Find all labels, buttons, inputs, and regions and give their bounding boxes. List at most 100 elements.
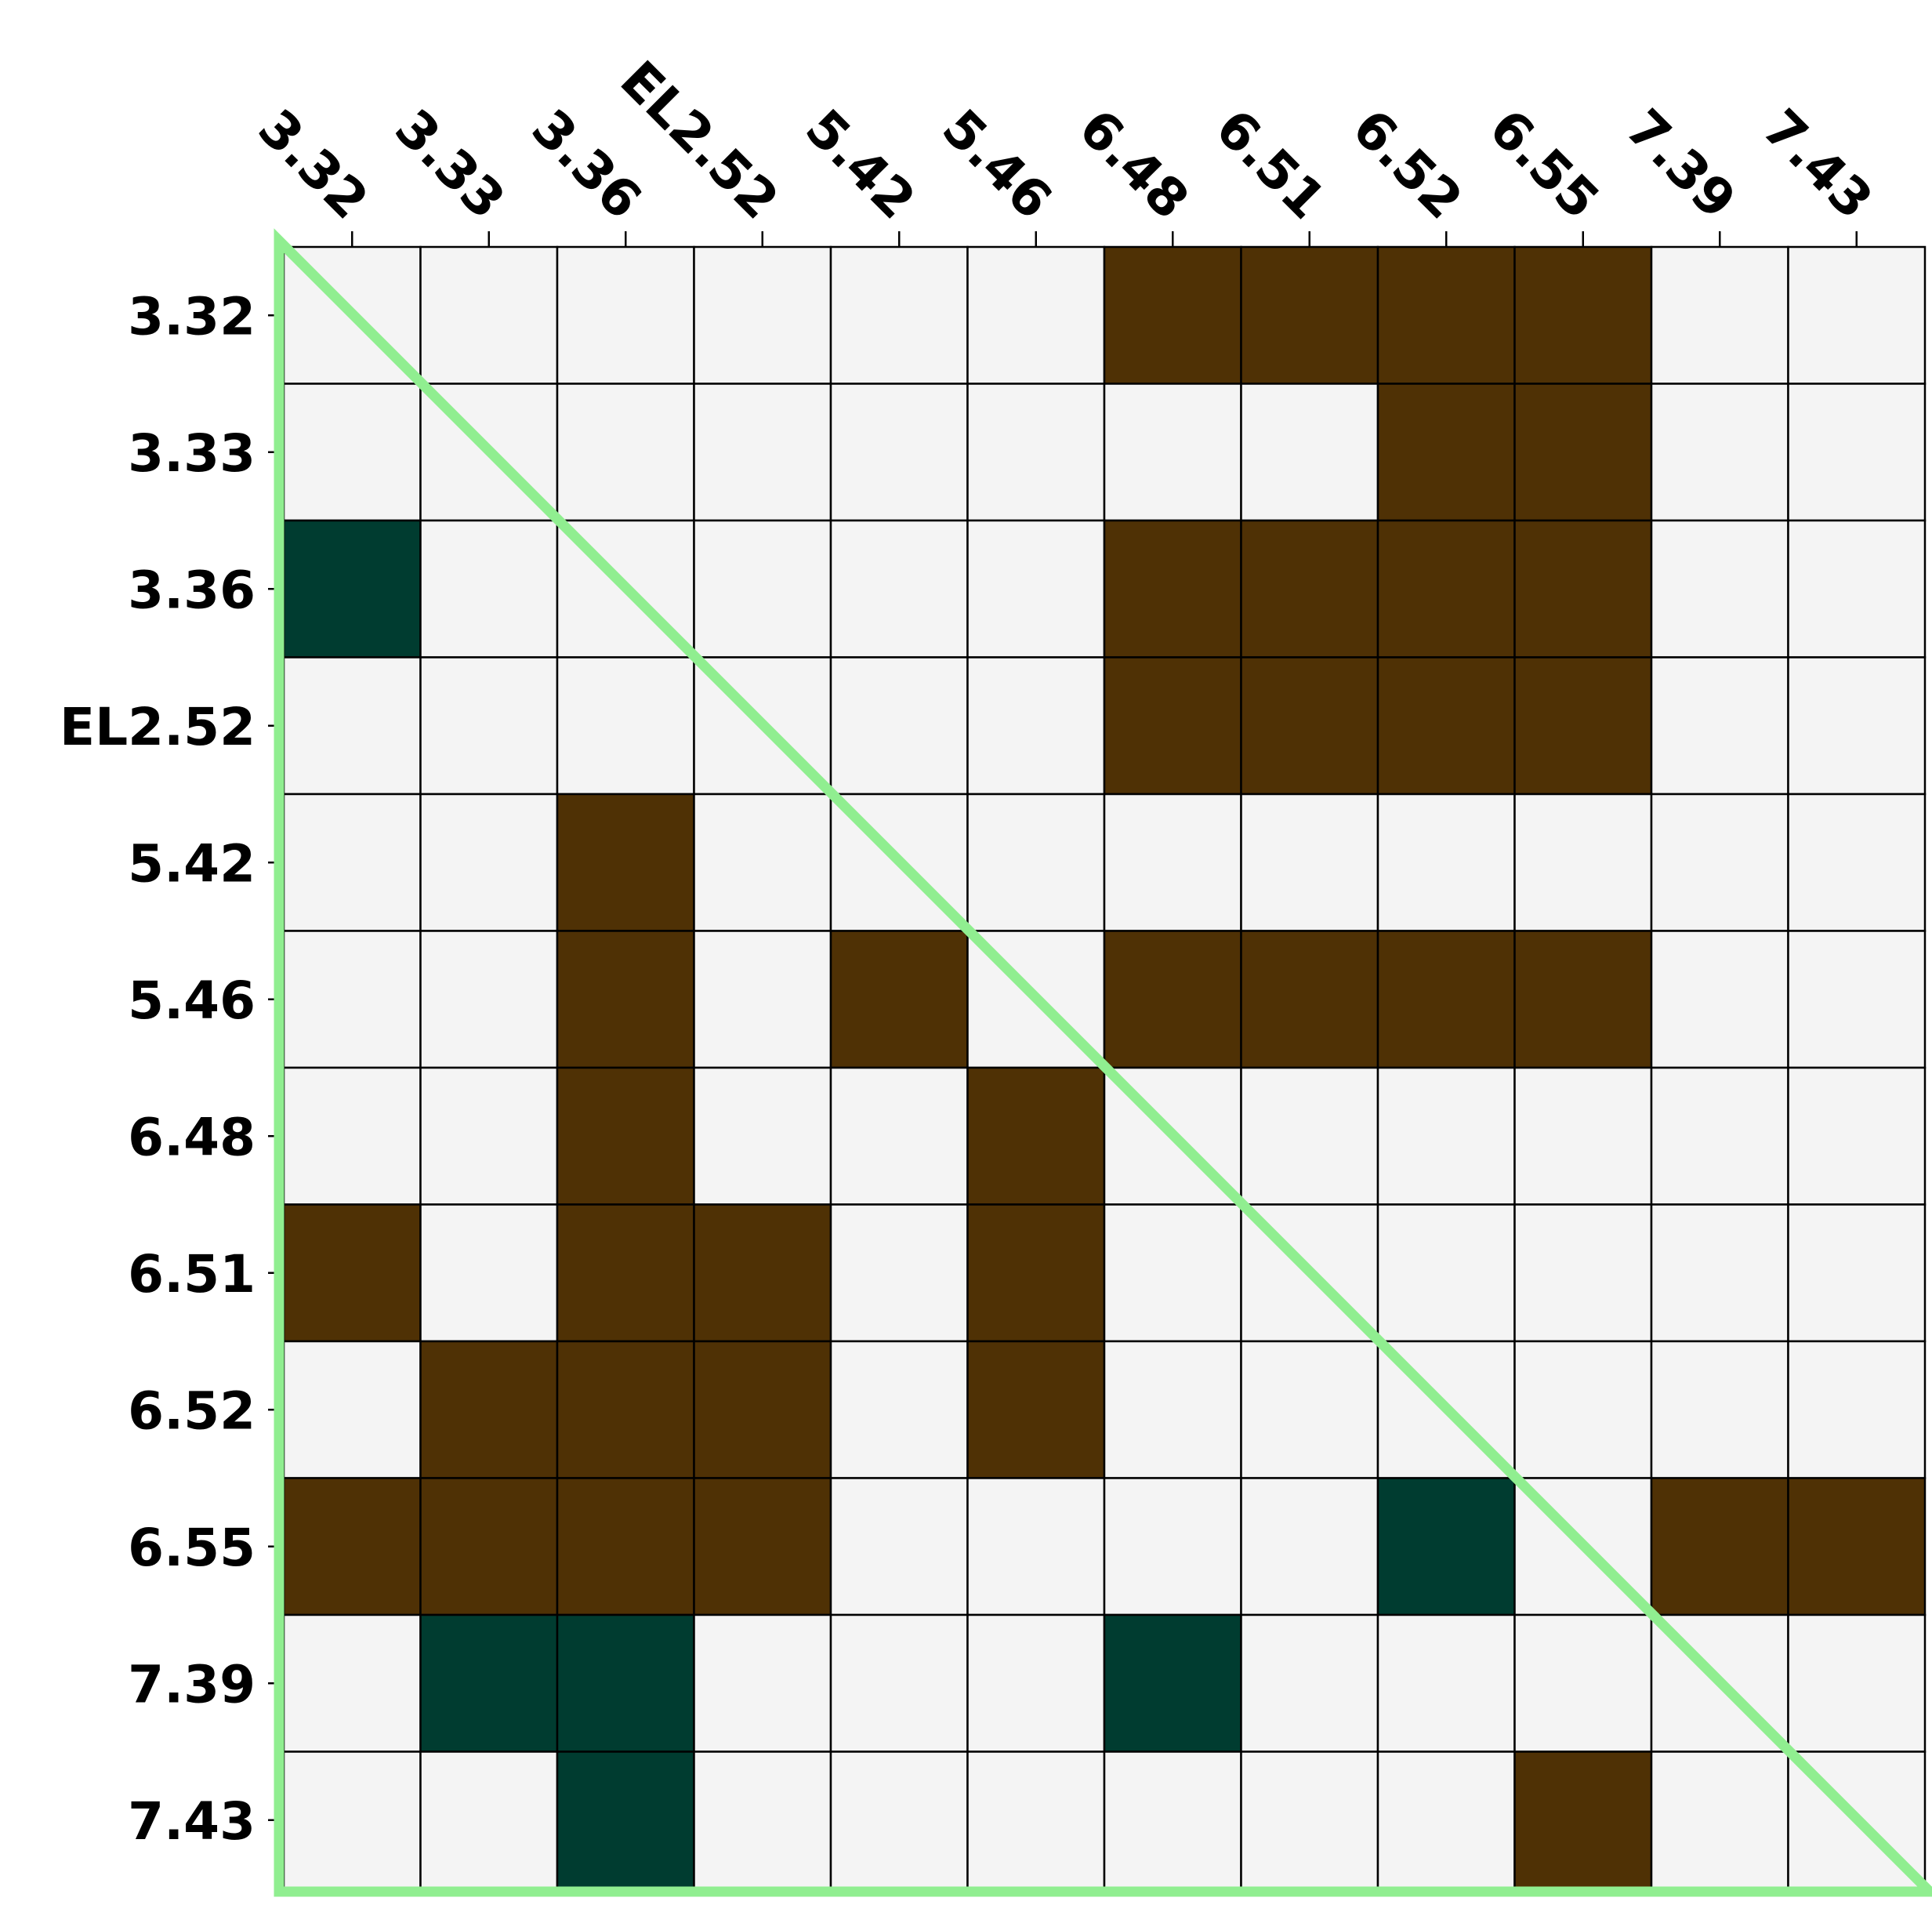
- y-tick-label: 7.39: [128, 1654, 256, 1714]
- heatmap-cell-r3-c9: [1513, 656, 1653, 796]
- heatmap-cell-r2-c9: [1513, 519, 1653, 658]
- heatmap-cell-r2-c11: [1787, 519, 1927, 658]
- heatmap-cell-r0-c5: [966, 245, 1106, 385]
- y-tick-label: 6.51: [128, 1244, 256, 1304]
- heatmap-cell-r3-c6: [1103, 656, 1242, 796]
- heatmap-cell-r6-c2: [556, 1066, 695, 1206]
- x-tick-label: 5.42: [794, 98, 927, 231]
- heatmap-cell-r3-c0: [282, 656, 422, 796]
- heatmap-cell-r8-c0: [282, 1340, 422, 1479]
- heatmap-cell-r6-c0: [282, 1066, 422, 1206]
- heatmap-cell-r10-c9: [1513, 1613, 1653, 1753]
- heatmap-cell-r0-c9: [1513, 245, 1653, 385]
- heatmap-cell-r10-c7: [1240, 1613, 1379, 1753]
- heatmap-cell-r10-c5: [966, 1613, 1106, 1753]
- y-tick-label: 3.36: [128, 560, 256, 620]
- heatmap-cell-r6-c8: [1376, 1066, 1516, 1206]
- y-tick-label: 6.52: [128, 1380, 256, 1441]
- heatmap-cell-r8-c7: [1240, 1340, 1379, 1479]
- heatmap-cell-r3-c1: [419, 656, 559, 796]
- heatmap-cell-r2-c4: [829, 519, 969, 658]
- heatmap-cell-r11-c2: [556, 1751, 695, 1890]
- heatmap-cell-r6-c11: [1787, 1066, 1927, 1206]
- heatmap-cell-r6-c3: [693, 1066, 832, 1206]
- heatmap-cell-r3-c2: [556, 656, 695, 796]
- heatmap-cell-r5-c1: [419, 930, 559, 1069]
- heatmap-cell-r11-c9: [1513, 1751, 1653, 1890]
- heatmap-cell-r10-c2: [556, 1613, 695, 1753]
- heatmap-cell-r4-c6: [1103, 793, 1242, 932]
- x-tick-label: 7.39: [1615, 98, 1748, 231]
- x-tick-label: 7.43: [1751, 98, 1884, 231]
- heatmap-cell-r8-c9: [1513, 1340, 1653, 1479]
- heatmap-cell-r9-c0: [282, 1477, 422, 1616]
- y-tick-labels: 3.32 3.33 3.36 EL2.52 5.42 5.46 6.48 6.51 6.52 6.…: [60, 286, 256, 1852]
- heatmap-cell-r6-c5: [966, 1066, 1106, 1206]
- heatmap-cell-r4-c9: [1513, 793, 1653, 932]
- heatmap-cell-r2-c10: [1650, 519, 1789, 658]
- heatmap-cell-r1-c11: [1787, 383, 1927, 522]
- y-tick-label: 7.43: [128, 1791, 256, 1852]
- heatmap-cell-r7-c1: [419, 1203, 559, 1343]
- heatmap-cell-r3-c11: [1787, 656, 1927, 796]
- heatmap-cell-r6-c7: [1240, 1066, 1379, 1206]
- heatmap-cell-r0-c3: [693, 245, 832, 385]
- heatmap-cell-r7-c2: [556, 1203, 695, 1343]
- x-tick-label: 6.55: [1477, 98, 1611, 231]
- heatmap-cell-r10-c6: [1103, 1613, 1242, 1753]
- heatmap-cell-r8-c1: [419, 1340, 559, 1479]
- heatmap-cell-r8-c10: [1650, 1340, 1789, 1479]
- heatmap-cell-r9-c3: [693, 1477, 832, 1616]
- heatmap-cell-r4-c5: [966, 793, 1106, 932]
- heatmap-cell-r2-c0: [282, 519, 422, 658]
- heatmap-cell-r9-c2: [556, 1477, 695, 1616]
- heatmap-cell-r0-c4: [829, 245, 969, 385]
- heatmap-cell-r7-c0: [282, 1203, 422, 1343]
- x-tick-label: 6.52: [1341, 98, 1474, 231]
- heatmap-cell-r4-c0: [282, 793, 422, 932]
- heatmap-cell-r11-c10: [1650, 1751, 1789, 1890]
- heatmap-cell-r2-c3: [693, 519, 832, 658]
- heatmap-cell-r11-c5: [966, 1751, 1106, 1890]
- y-tick-label: 5.42: [128, 833, 256, 894]
- heatmap-cell-r7-c11: [1787, 1203, 1927, 1343]
- x-tick-label: 3.33: [383, 98, 517, 231]
- heatmap-cell-r5-c10: [1650, 930, 1789, 1069]
- heatmap-cell-r8-c4: [829, 1340, 969, 1479]
- heatmap-cell-r11-c1: [419, 1751, 559, 1890]
- heatmap-cell-r9-c8: [1376, 1477, 1516, 1616]
- heatmap-cell-r6-c10: [1650, 1066, 1789, 1206]
- heatmap-cell-r10-c8: [1376, 1613, 1516, 1753]
- cells-layer: [282, 245, 1927, 1890]
- heatmap-cell-r1-c6: [1103, 383, 1242, 522]
- x-tick-label: 5.46: [930, 98, 1064, 231]
- heatmap-cell-r1-c2: [556, 383, 695, 522]
- heatmap-cell-r0-c11: [1787, 245, 1927, 385]
- diagonal-triangle-outline: [274, 228, 1932, 1897]
- y-tick-label: 3.33: [128, 423, 256, 484]
- heatmap-cell-r4-c10: [1650, 793, 1789, 932]
- x-tick-label: 6.51: [1204, 98, 1337, 231]
- heatmap-cell-r4-c7: [1240, 793, 1379, 932]
- heatmap-cell-r9-c1: [419, 1477, 559, 1616]
- heatmap-cell-r7-c9: [1513, 1203, 1653, 1343]
- heatmap-cell-r9-c7: [1240, 1477, 1379, 1616]
- heatmap-cell-r8-c11: [1787, 1340, 1927, 1479]
- heatmap-cell-r11-c8: [1376, 1751, 1516, 1890]
- heatmap-cell-r6-c1: [419, 1066, 559, 1206]
- heatmap-cell-r4-c8: [1376, 793, 1516, 932]
- heatmap-cell-r2-c6: [1103, 519, 1242, 658]
- x-tick-label: 6.48: [1067, 98, 1201, 231]
- heatmap-cell-r1-c7: [1240, 383, 1379, 522]
- heatmap-cell-r2-c7: [1240, 519, 1379, 658]
- heatmap-cell-r2-c8: [1376, 519, 1516, 658]
- x-tick-label: 3.36: [520, 98, 654, 231]
- heatmap-cell-r1-c5: [966, 383, 1106, 522]
- heatmap-cell-r10-c4: [829, 1613, 969, 1753]
- heatmap-cell-r8-c6: [1103, 1340, 1242, 1479]
- heatmap-cell-r2-c1: [419, 519, 559, 658]
- heatmap-cell-r5-c4: [829, 930, 969, 1069]
- heatmap-cell-r4-c11: [1787, 793, 1927, 932]
- y-tick-label: 5.46: [128, 971, 256, 1031]
